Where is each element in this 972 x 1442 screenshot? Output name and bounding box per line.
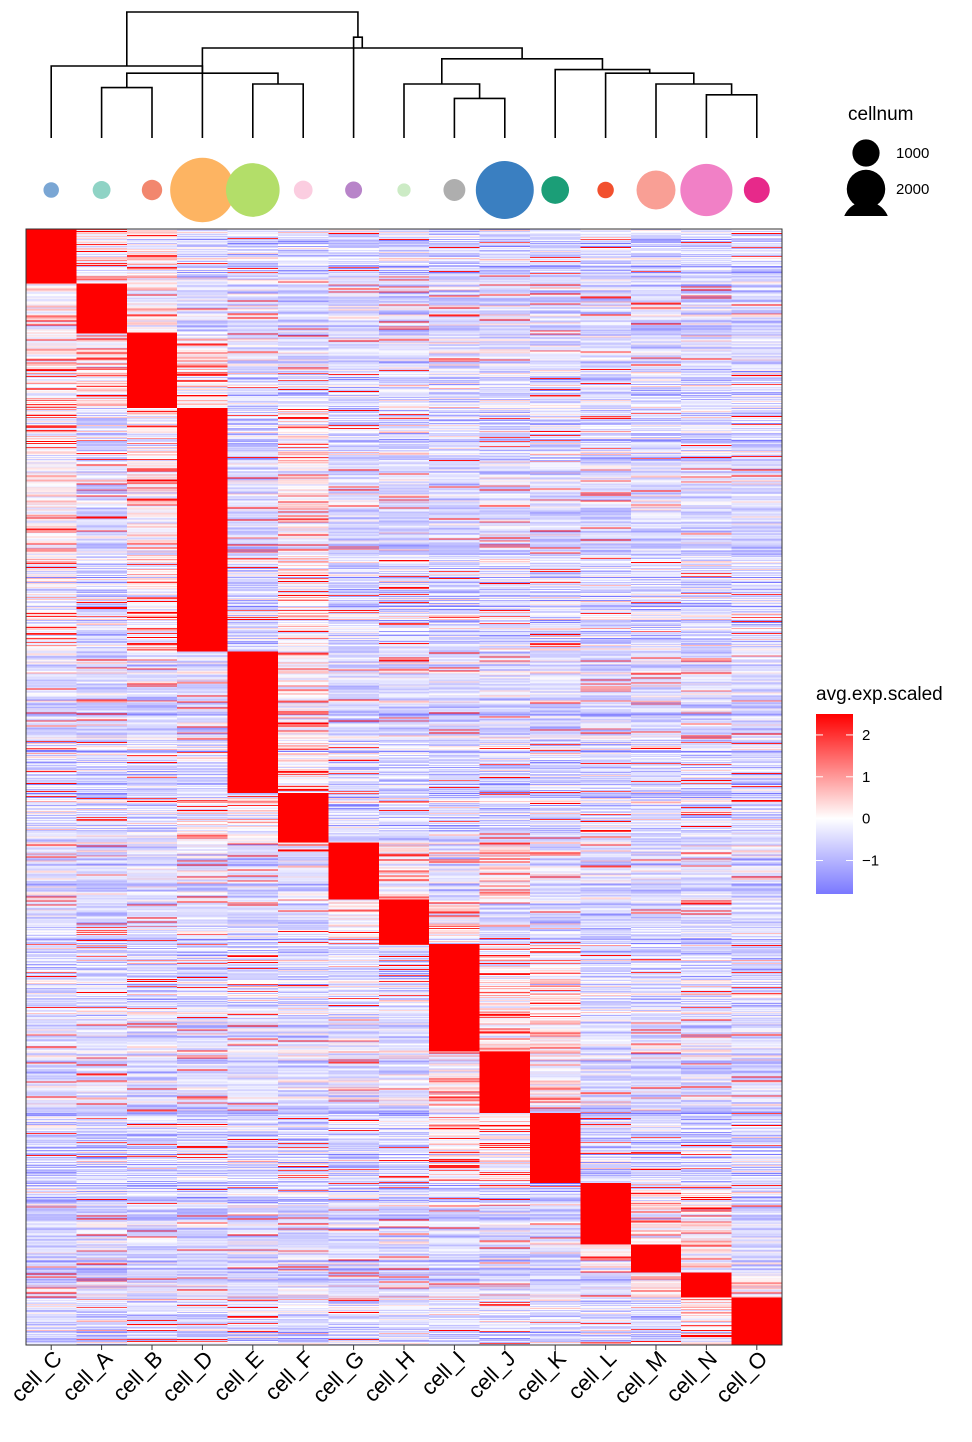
cellnum-legend-label: 1000 [896,145,929,162]
cellnum-legend: cellnum 1000 2000 3000 [844,104,929,234]
cellnum-legend-dot [852,139,880,167]
x-tick-label: cell_K [511,1346,571,1406]
dendrogram-branch [100,86,153,138]
color-legend-label: −1 [862,853,879,870]
dendrogram-branch [126,11,359,66]
x-tick-label: cell_N [661,1346,722,1407]
cellnum-dot-cell-g [345,181,363,199]
cellnum-dot-cell-b [141,179,163,201]
cellnum-legend-dot [846,169,886,209]
dendrogram-branch [201,47,523,138]
x-axis-labels: cell_Ccell_Acell_Bcell_Dcell_Ecell_Fcell… [6,1345,773,1409]
column-dendrogram [50,11,758,138]
x-tick-label: cell_J [463,1346,520,1403]
x-tick-label: cell_O [711,1346,773,1408]
cellnum-dot-cell-l [597,181,614,199]
dendrogram-branch [604,72,695,138]
x-tick-label: cell_A [57,1346,117,1406]
x-tick-label: cell_I [416,1346,470,1400]
dendrogram-branch [352,36,364,138]
dendrogram-branch [453,97,506,138]
cellnum-dot-cell-d [170,157,235,223]
x-tick-label: cell_M [609,1346,672,1409]
x-tick-label: cell_B [107,1346,167,1406]
x-tick-label: cell_H [359,1346,420,1407]
color-legend-label: 1 [862,769,870,786]
cellnum-dot-cell-n [680,163,733,217]
dendrogram-branch [554,68,651,138]
cellnum-legend-label: 2000 [896,181,929,198]
color-legend: avg.exp.scaled 2 1 0 −1 [816,684,943,894]
dendrogram-branch [403,83,481,138]
cellnum-legend-dot [844,201,888,216]
cellnum-dot-cell-k [541,176,570,204]
dendrogram-branch [705,94,758,138]
cellnum-legend-title: cellnum [848,104,913,125]
x-tick-label: cell_F [260,1346,319,1405]
cellnum-legend-label: 3000 [896,217,929,234]
cellnum-dot-cell-a [92,181,111,199]
cellnum-dot-cell-f [293,180,313,200]
cellnum-dot-cell-c [43,182,59,198]
dendrogram-branch [655,83,733,138]
color-legend-label: 0 [862,811,870,828]
cellnum-dot-cell-m [636,170,676,210]
heatmap-body [25,228,783,1346]
color-legend-label: 2 [862,727,870,744]
dendrogram-branch [441,58,604,84]
cellnum-dot-cell-o [743,177,770,203]
color-legend-bar [816,714,853,894]
cellnum-dot-row [43,157,770,223]
heatmap-cells [26,229,782,1345]
x-tick-label: cell_E [208,1346,268,1406]
x-tick-label: cell_D [157,1346,218,1407]
color-legend-title: avg.exp.scaled [816,684,943,705]
x-tick-label: cell_G [307,1346,369,1408]
x-tick-label: cell_C [6,1346,67,1407]
cellnum-dot-cell-e [225,163,280,217]
cellnum-dot-cell-h [397,183,411,197]
dendrogram-branch [252,83,304,138]
cellnum-dot-cell-i [443,179,466,201]
cellnum-dot-cell-j [475,161,534,219]
